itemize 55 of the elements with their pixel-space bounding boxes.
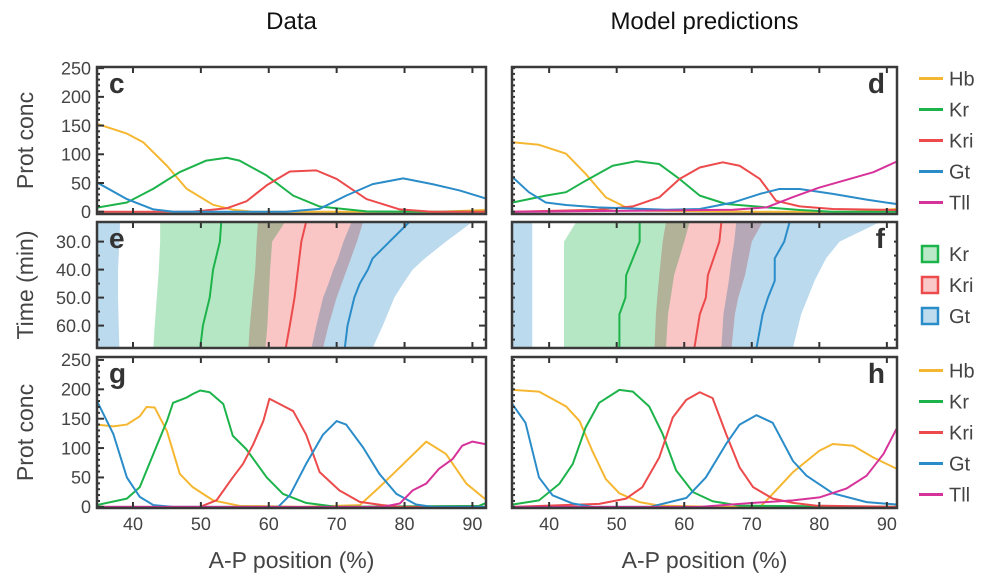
legend-label: Kri bbox=[949, 422, 974, 444]
y-tick-label: 200 bbox=[60, 87, 91, 108]
legend-label: Hb bbox=[949, 360, 975, 382]
x-tick-label: 60 bbox=[258, 514, 279, 534]
x-tick-label: 50 bbox=[606, 514, 627, 534]
x-tick-label: 40 bbox=[539, 514, 560, 534]
legend-label: Gt bbox=[949, 454, 971, 476]
x-tick-label: 90 bbox=[462, 514, 482, 534]
x-tick-label: 80 bbox=[809, 514, 830, 534]
x-axis-title: A-P position (%) bbox=[622, 547, 788, 573]
annotation: c bbox=[109, 68, 125, 99]
y-axis-title: Prot conc bbox=[12, 92, 38, 190]
y-tick-label: 250 bbox=[60, 350, 91, 370]
y-tick-label: 50.0 bbox=[56, 288, 91, 308]
x-tick-label: 90 bbox=[876, 514, 897, 534]
legend-label: Hb bbox=[949, 68, 975, 90]
legend-label: Kri bbox=[949, 130, 974, 152]
y-tick-label: 150 bbox=[60, 408, 91, 429]
y-tick-label: 0 bbox=[80, 202, 91, 222]
y-tick-label: 40.0 bbox=[56, 260, 91, 280]
legend-label: Kr bbox=[949, 244, 970, 266]
legend-label: Kr bbox=[949, 100, 970, 122]
annotation: h bbox=[868, 358, 885, 389]
legend-label: Gt bbox=[949, 162, 971, 184]
x-tick-label: 70 bbox=[326, 514, 347, 534]
y-tick-label: 150 bbox=[60, 116, 91, 136]
y-tick-label: 100 bbox=[60, 438, 91, 458]
legend-label: Tll bbox=[949, 484, 970, 506]
legend-label: Kr bbox=[949, 392, 970, 414]
x-axis-title: A-P position (%) bbox=[208, 547, 374, 573]
line-series bbox=[97, 177, 486, 213]
y-tick-label: 50 bbox=[70, 468, 91, 488]
legend-label: Tll bbox=[949, 192, 970, 214]
y-tick-label: 30.0 bbox=[56, 232, 91, 252]
annotation: g bbox=[109, 358, 126, 389]
annotation: e bbox=[109, 223, 125, 254]
legend-label: Gt bbox=[949, 306, 971, 328]
y-tick-label: 0 bbox=[80, 497, 91, 518]
x-tick-label: 60 bbox=[674, 514, 694, 534]
y-axis-title: Time (min) bbox=[12, 230, 38, 340]
annotation: d bbox=[868, 68, 885, 99]
x-tick-label: 40 bbox=[122, 514, 143, 534]
y-tick-label: 100 bbox=[60, 144, 91, 165]
annotation: f bbox=[876, 223, 886, 254]
y-tick-label: 50 bbox=[70, 173, 91, 194]
x-tick-label: 50 bbox=[190, 514, 211, 534]
y-tick-label: 200 bbox=[60, 380, 91, 400]
legend-label: Kri bbox=[949, 275, 974, 297]
x-tick-label: 80 bbox=[394, 514, 415, 534]
y-tick-label: 60.0 bbox=[56, 316, 91, 336]
chart-title: Data bbox=[266, 8, 318, 35]
y-axis-title: Prot conc bbox=[12, 384, 38, 482]
chart-title: Model predictions bbox=[610, 8, 799, 35]
x-tick-label: 70 bbox=[742, 514, 762, 534]
y-tick-label: 250 bbox=[60, 58, 91, 78]
